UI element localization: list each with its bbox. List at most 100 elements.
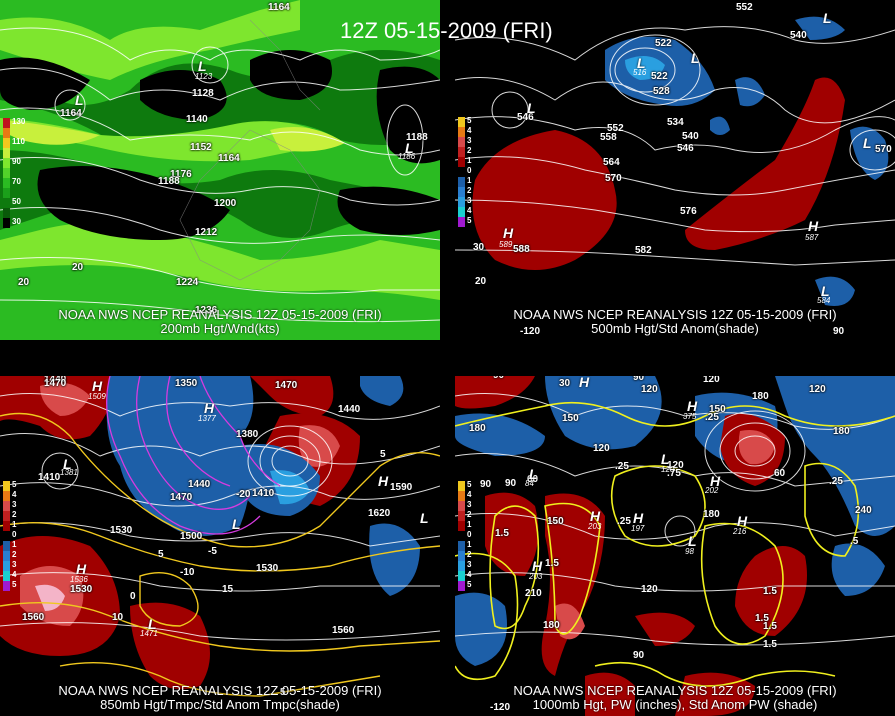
legend-label: 130 bbox=[12, 117, 26, 126]
low-marker: L bbox=[821, 283, 830, 299]
height-anomaly-map bbox=[455, 0, 895, 340]
high-value: 587 bbox=[805, 233, 819, 242]
legend-label: 0 bbox=[12, 530, 17, 539]
legend-label: 4 bbox=[12, 490, 17, 499]
panel-subcaption: 500mb Hgt/Std Anom(shade) bbox=[591, 321, 759, 336]
legend-label: 30 bbox=[12, 217, 21, 226]
high-marker: H bbox=[579, 376, 590, 390]
contour-label: 522 bbox=[655, 38, 672, 49]
contour-label: 150 bbox=[709, 404, 726, 415]
legend-label: 3 bbox=[12, 500, 17, 509]
low-marker: L bbox=[529, 466, 538, 482]
contour-label: 120 bbox=[703, 376, 720, 385]
legend-label: 2 bbox=[467, 146, 472, 155]
legend-label: 2 bbox=[467, 550, 472, 559]
low-value: 1186 bbox=[398, 152, 416, 161]
contour-label: 1188 bbox=[406, 132, 428, 143]
contour-label: 5 bbox=[380, 449, 386, 460]
legend-label: 2 bbox=[12, 510, 17, 519]
contour-label: 120 bbox=[641, 384, 658, 395]
legend-label: 3 bbox=[467, 500, 472, 509]
panel-850mb: 5 4 3 2 1 0 1 2 3 4 5 1440 1470 1350 147… bbox=[0, 376, 440, 716]
contour-label: 240 bbox=[855, 505, 872, 516]
contour-label: 90 bbox=[833, 326, 845, 337]
contour-label: 180 bbox=[543, 620, 560, 631]
low-marker: L bbox=[637, 55, 646, 71]
high-marker: H bbox=[532, 558, 543, 574]
contour-label: 1560 bbox=[332, 625, 355, 636]
contour-label: -5 bbox=[208, 546, 217, 557]
panel-caption: NOAA NWS NCEP REANALYSIS 12Z 05-15-2009 … bbox=[58, 307, 382, 322]
legend-label: 3 bbox=[467, 196, 472, 205]
contour-label: 546 bbox=[677, 143, 694, 154]
contour-label: 552 bbox=[607, 123, 624, 134]
contour-label: 564 bbox=[603, 157, 620, 168]
contour-label: 150 bbox=[547, 516, 564, 527]
high-marker: H bbox=[503, 225, 514, 241]
contour-label: 1470 bbox=[44, 378, 67, 389]
contour-label: 582 bbox=[635, 245, 652, 256]
legend-label: 1 bbox=[467, 540, 472, 549]
low-marker: L bbox=[863, 135, 872, 151]
contour-label: 1440 bbox=[338, 404, 361, 415]
legend-label: 4 bbox=[467, 206, 472, 215]
legend-label: 1 bbox=[467, 156, 472, 165]
high-marker: H bbox=[808, 218, 819, 234]
contour-label: 1164 bbox=[218, 153, 240, 164]
contour-label: 1.5 bbox=[755, 613, 769, 624]
high-marker: H bbox=[687, 398, 698, 414]
legend-label: 4 bbox=[12, 570, 17, 579]
low-value: 1123 bbox=[195, 72, 213, 81]
contour-label: 540 bbox=[790, 30, 807, 41]
contour-label: 90 bbox=[480, 479, 492, 490]
low-value: 584 bbox=[817, 296, 831, 305]
panel-caption: NOAA NWS NCEP REANALYSIS 12Z 05-15-2009 … bbox=[58, 683, 382, 698]
low-marker: L bbox=[63, 456, 72, 472]
contour-label: 1440 bbox=[188, 479, 211, 490]
low-value: 1381 bbox=[60, 468, 78, 477]
contour-label: 0 bbox=[130, 591, 136, 602]
contour-label: 1530 bbox=[70, 584, 93, 595]
panel-1000mb: 5 4 3 2 1 0 1 2 3 4 5 90 30 90 120 120 1… bbox=[455, 376, 895, 716]
contour-label: 1128 bbox=[192, 88, 214, 99]
contour-label: 180 bbox=[469, 423, 486, 434]
contour-label: 60 bbox=[527, 474, 539, 485]
contour-label: 1200 bbox=[214, 198, 237, 209]
legend-label: 5 bbox=[12, 580, 17, 589]
contour-label: 1560 bbox=[22, 612, 45, 623]
high-marker: H bbox=[204, 400, 215, 416]
contour-label: 60 bbox=[774, 468, 786, 479]
legend-label: 70 bbox=[12, 177, 21, 186]
contour-label: -120 bbox=[490, 702, 511, 713]
contour-label: .25 bbox=[617, 516, 631, 527]
precipitable-water-map bbox=[455, 376, 895, 716]
low-marker: L bbox=[198, 58, 207, 74]
low-marker: L bbox=[688, 533, 697, 549]
high-marker: H bbox=[76, 561, 87, 577]
contour-label: 30 bbox=[559, 378, 571, 389]
panel-caption: NOAA NWS NCEP REANALYSIS 12Z 05-15-2009 … bbox=[513, 307, 837, 322]
panel-200mb: 130 110 90 70 50 30 1164 1164 1128 1140 … bbox=[0, 0, 440, 340]
contour-label: 1.5 bbox=[763, 639, 777, 650]
legend-label: 50 bbox=[12, 197, 21, 206]
legend-label: 4 bbox=[467, 126, 472, 135]
contour-label: 1.5 bbox=[763, 621, 777, 632]
legend-label: 1 bbox=[467, 176, 472, 185]
low-marker: L bbox=[661, 451, 670, 467]
contour-label: 20 bbox=[72, 262, 84, 273]
panel-500mb: 5 4 3 2 1 0 1 2 3 4 5 552 540 522 528 52… bbox=[455, 0, 895, 340]
legend-label: 90 bbox=[12, 157, 21, 166]
contour-label: 1380 bbox=[236, 429, 259, 440]
contour-label: 1152 bbox=[190, 142, 212, 153]
low-marker: L bbox=[232, 516, 241, 532]
low-value: 1471 bbox=[140, 629, 158, 638]
high-value: 589 bbox=[499, 240, 513, 249]
contour-label: 90 bbox=[493, 376, 504, 381]
contour-label: 90 bbox=[633, 650, 645, 661]
contour-label: 5 bbox=[158, 549, 164, 560]
panel-subcaption: 1000mb Hgt, PW (inches), Std Anom PW (sh… bbox=[532, 697, 818, 712]
contour-label: 552 bbox=[736, 2, 753, 13]
contour-label: 1410 bbox=[252, 488, 275, 499]
contour-label: 120 bbox=[809, 384, 826, 395]
legend-label: 5 bbox=[467, 480, 472, 489]
